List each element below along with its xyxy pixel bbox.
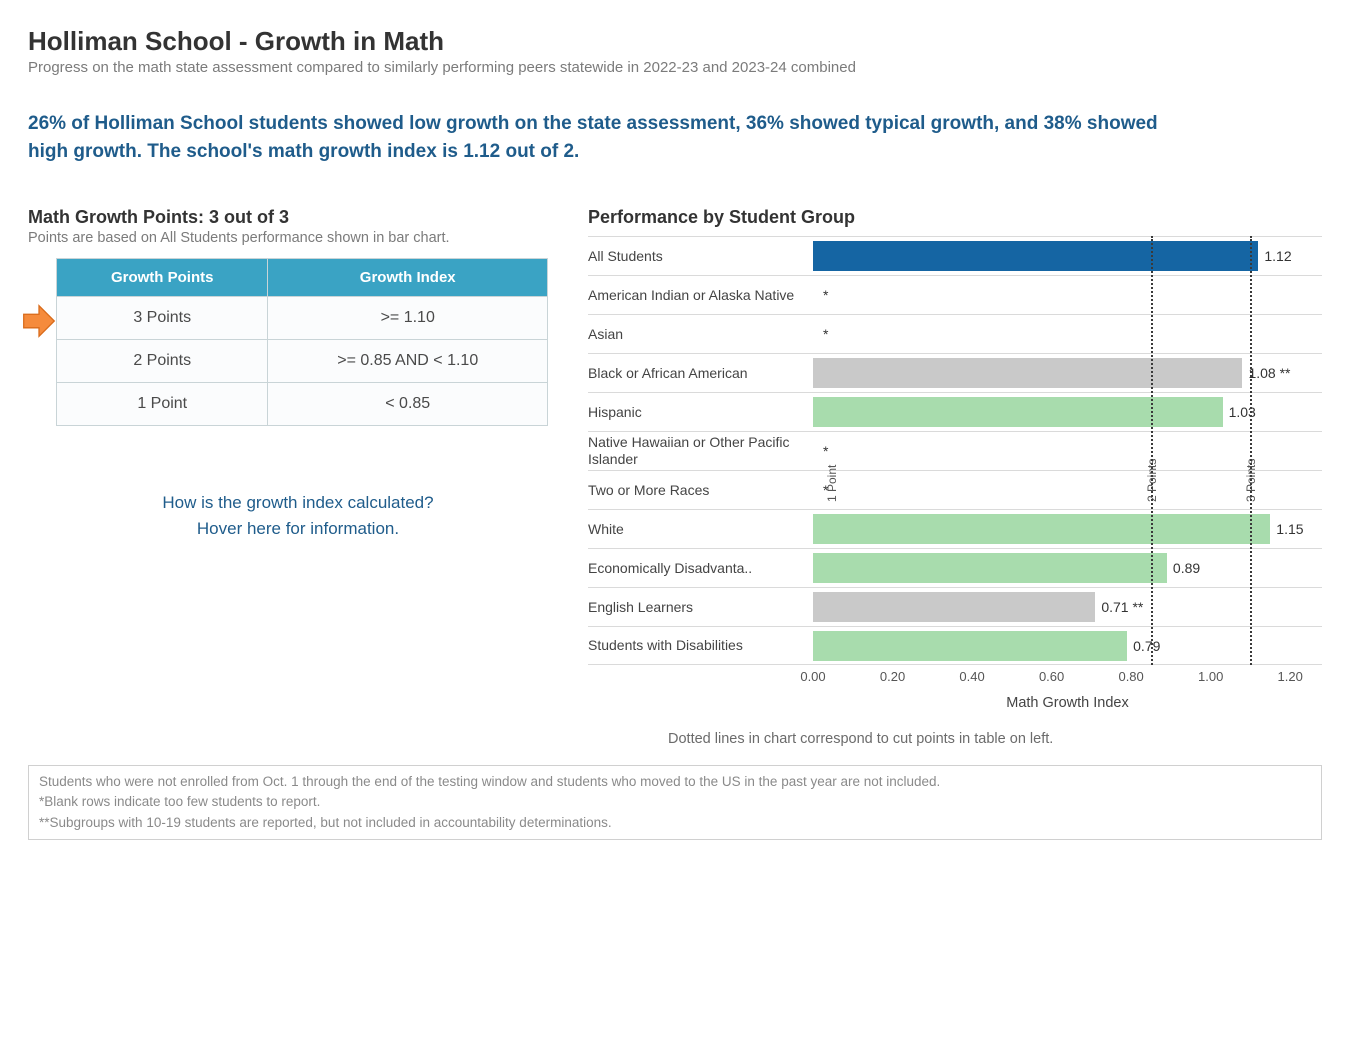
- row-label: Economically Disadvanta..: [588, 560, 813, 577]
- x-tick: 0.00: [800, 669, 825, 684]
- points-cell-points: 3 Points: [57, 297, 268, 340]
- points-col-0: Growth Points: [57, 259, 268, 297]
- row-label: Native Hawaiian or Other Pacific Islande…: [588, 434, 813, 468]
- chart-row: Asian*: [588, 314, 1322, 353]
- bar-track: 1.03: [813, 393, 1322, 431]
- suppressed-marker: *: [813, 326, 828, 342]
- page-subtitle: Progress on the math state assessment co…: [28, 59, 1322, 76]
- x-tick: 0.40: [959, 669, 984, 684]
- hover-info[interactable]: How is the growth index calculated? Hove…: [28, 490, 568, 541]
- chart-heading: Performance by Student Group: [588, 207, 1322, 228]
- row-label: Black or African American: [588, 365, 813, 382]
- chart-row: Black or African American 1.08 **: [588, 353, 1322, 392]
- bar[interactable]: [813, 631, 1127, 661]
- chart-row: White 1.15: [588, 509, 1322, 548]
- row-label: American Indian or Alaska Native: [588, 287, 813, 304]
- bar-track: 0.89: [813, 549, 1322, 587]
- x-tick: 1.20: [1278, 669, 1303, 684]
- chart-row: Two or More Races*: [588, 470, 1322, 509]
- chart-row: Students with Disabilities 0.79: [588, 626, 1322, 665]
- points-row: 2 Points>= 0.85 AND < 1.10: [57, 340, 548, 383]
- row-label: Two or More Races: [588, 482, 813, 499]
- footnote-line: *Blank rows indicate too few students to…: [39, 792, 1311, 812]
- x-tick: 0.20: [880, 669, 905, 684]
- chart-row: Hispanic 1.03: [588, 392, 1322, 431]
- bar-track: 0.79: [813, 627, 1322, 664]
- bar[interactable]: [813, 592, 1095, 622]
- hover-info-line2: Hover here for information.: [28, 516, 568, 542]
- bar-value-label: 0.79: [1133, 638, 1160, 654]
- chart-row: Native Hawaiian or Other Pacific Islande…: [588, 431, 1322, 470]
- bar-track: *: [813, 432, 1322, 470]
- bar[interactable]: [813, 358, 1242, 388]
- points-cell-index: >= 1.10: [268, 297, 548, 340]
- hover-info-line1: How is the growth index calculated?: [28, 490, 568, 516]
- row-label: Students with Disabilities: [588, 637, 813, 654]
- bar-value-label: 0.89: [1173, 560, 1200, 576]
- x-tick: 0.60: [1039, 669, 1064, 684]
- x-tick: 1.00: [1198, 669, 1223, 684]
- chart-row: All Students 1.12: [588, 236, 1322, 275]
- points-heading: Math Growth Points: 3 out of 3: [28, 207, 568, 228]
- points-table: Growth Points Growth Index 3 Points>= 1.…: [56, 258, 548, 426]
- row-label: All Students: [588, 248, 813, 265]
- points-cell-index: >= 0.85 AND < 1.10: [268, 340, 548, 383]
- x-tick: 0.80: [1118, 669, 1143, 684]
- chart-note: Dotted lines in chart correspond to cut …: [588, 731, 1322, 747]
- bar[interactable]: [813, 514, 1270, 544]
- row-label: White: [588, 521, 813, 538]
- bar-track: *: [813, 471, 1322, 509]
- x-axis-title: Math Growth Index: [588, 695, 1322, 711]
- page-title: Holliman School - Growth in Math: [28, 26, 1322, 57]
- summary-text: 26% of Holliman School students showed l…: [28, 110, 1178, 165]
- bar-track: *: [813, 276, 1322, 314]
- points-row: 3 Points>= 1.10: [57, 297, 548, 340]
- bar[interactable]: [813, 241, 1258, 271]
- points-col-1: Growth Index: [268, 259, 548, 297]
- points-row: 1 Point< 0.85: [57, 383, 548, 426]
- bar-value-label: 0.71 **: [1101, 599, 1143, 615]
- footnotes: Students who were not enrolled from Oct.…: [28, 765, 1322, 840]
- bar-track: *: [813, 315, 1322, 353]
- bar-value-label: 1.15: [1276, 521, 1303, 537]
- arrow-icon: [22, 304, 56, 338]
- points-sub: Points are based on All Students perform…: [28, 230, 568, 246]
- row-label: Asian: [588, 326, 813, 343]
- bar-value-label: 1.03: [1229, 404, 1256, 420]
- bar-value-label: 1.08 **: [1248, 365, 1290, 381]
- suppressed-marker: *: [813, 287, 828, 303]
- bar-track: 0.71 **: [813, 588, 1322, 626]
- suppressed-marker: *: [813, 482, 828, 498]
- row-label: Hispanic: [588, 404, 813, 421]
- footnote-line: Students who were not enrolled from Oct.…: [39, 772, 1311, 792]
- chart-row: American Indian or Alaska Native*: [588, 275, 1322, 314]
- footnote-line: **Subgroups with 10-19 students are repo…: [39, 813, 1311, 833]
- chart-row: English Learners 0.71 **: [588, 587, 1322, 626]
- bar-track: 1.15: [813, 510, 1322, 548]
- points-cell-points: 1 Point: [57, 383, 268, 426]
- chart-row: Economically Disadvanta.. 0.89: [588, 548, 1322, 587]
- bar-value-label: 1.12: [1264, 248, 1291, 264]
- bar-track: 1.08 **: [813, 354, 1322, 392]
- bar[interactable]: [813, 397, 1223, 427]
- points-table-wrap: Growth Points Growth Index 3 Points>= 1.…: [28, 258, 568, 426]
- row-label: English Learners: [588, 599, 813, 616]
- points-cell-points: 2 Points: [57, 340, 268, 383]
- bar-track: 1.12: [813, 237, 1322, 275]
- points-cell-index: < 0.85: [268, 383, 548, 426]
- performance-chart: 1 Point2 Points3 Points All Students1.12…: [588, 236, 1322, 665]
- suppressed-marker: *: [813, 443, 828, 459]
- bar[interactable]: [813, 553, 1167, 583]
